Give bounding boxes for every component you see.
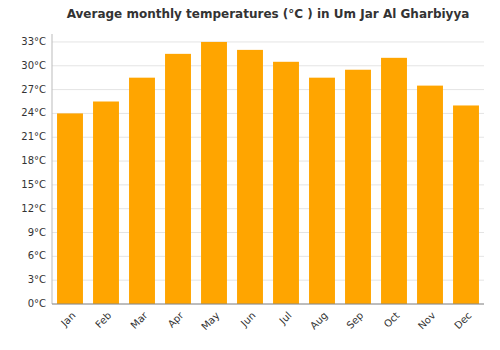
y-tick-label: 30°C xyxy=(21,60,46,71)
y-tick-label: 15°C xyxy=(21,179,46,190)
x-tick-label: Oct xyxy=(382,310,402,330)
x-tick-label: Nov xyxy=(416,310,438,332)
x-axis-labels: Jan Feb Mar Apr May Jun Jul Aug Sep Oct Nov Dec xyxy=(58,309,473,332)
grid-line xyxy=(52,41,484,42)
y-axis-labels: 0°C 3°C 6°C 9°C 12°C 15°C 18°C 21°C 24°C 27°C 30°C… xyxy=(21,36,46,309)
x-tick-label: Feb xyxy=(93,310,113,330)
grid-line xyxy=(52,304,484,305)
y-tick-label: 0°C xyxy=(28,298,46,309)
bars xyxy=(57,42,479,304)
y-tick-label: 18°C xyxy=(21,155,46,166)
bar xyxy=(309,78,335,304)
bar xyxy=(345,70,371,304)
bar xyxy=(201,42,227,304)
bar xyxy=(237,50,263,304)
x-axis-line xyxy=(52,304,484,305)
bar xyxy=(453,105,479,304)
grid xyxy=(52,42,484,304)
bar xyxy=(57,113,83,304)
y-tick-label: 12°C xyxy=(21,203,46,214)
x-tick-label: Aug xyxy=(308,310,330,332)
y-tick-label: 9°C xyxy=(28,227,46,238)
x-tick-label: Dec xyxy=(452,310,473,331)
x-tick-label: Jan xyxy=(58,310,77,329)
bar xyxy=(417,86,443,304)
bar xyxy=(129,78,155,304)
y-tick-label: 33°C xyxy=(21,36,46,47)
x-tick-label: Sep xyxy=(344,310,365,331)
chart-svg: 0°C 3°C 6°C 9°C 12°C 15°C 18°C 21°C 24°C 27°C 30°C… xyxy=(0,0,500,350)
chart-container: 0°C 3°C 6°C 9°C 12°C 15°C 18°C 21°C 24°C 27°C 30°C… xyxy=(0,0,500,350)
y-tick-label: 27°C xyxy=(21,84,46,95)
bar xyxy=(381,58,407,304)
y-tick-label: 24°C xyxy=(21,107,46,118)
y-tick-label: 6°C xyxy=(28,250,46,261)
bar xyxy=(273,62,299,304)
bar xyxy=(93,102,119,305)
y-axis-line xyxy=(52,34,53,304)
chart-title: Average monthly temperatures (°C ) in Um… xyxy=(67,7,470,21)
x-tick-label: May xyxy=(199,310,221,332)
x-tick-label: Apr xyxy=(166,309,187,330)
x-tick-label: Mar xyxy=(128,309,150,331)
bar xyxy=(165,54,191,304)
x-tick-label: Jun xyxy=(238,310,258,330)
x-tick-label: Jul xyxy=(277,310,294,327)
y-tick-label: 3°C xyxy=(28,274,46,285)
grid-line xyxy=(52,65,484,66)
y-tick-label: 21°C xyxy=(21,131,46,142)
